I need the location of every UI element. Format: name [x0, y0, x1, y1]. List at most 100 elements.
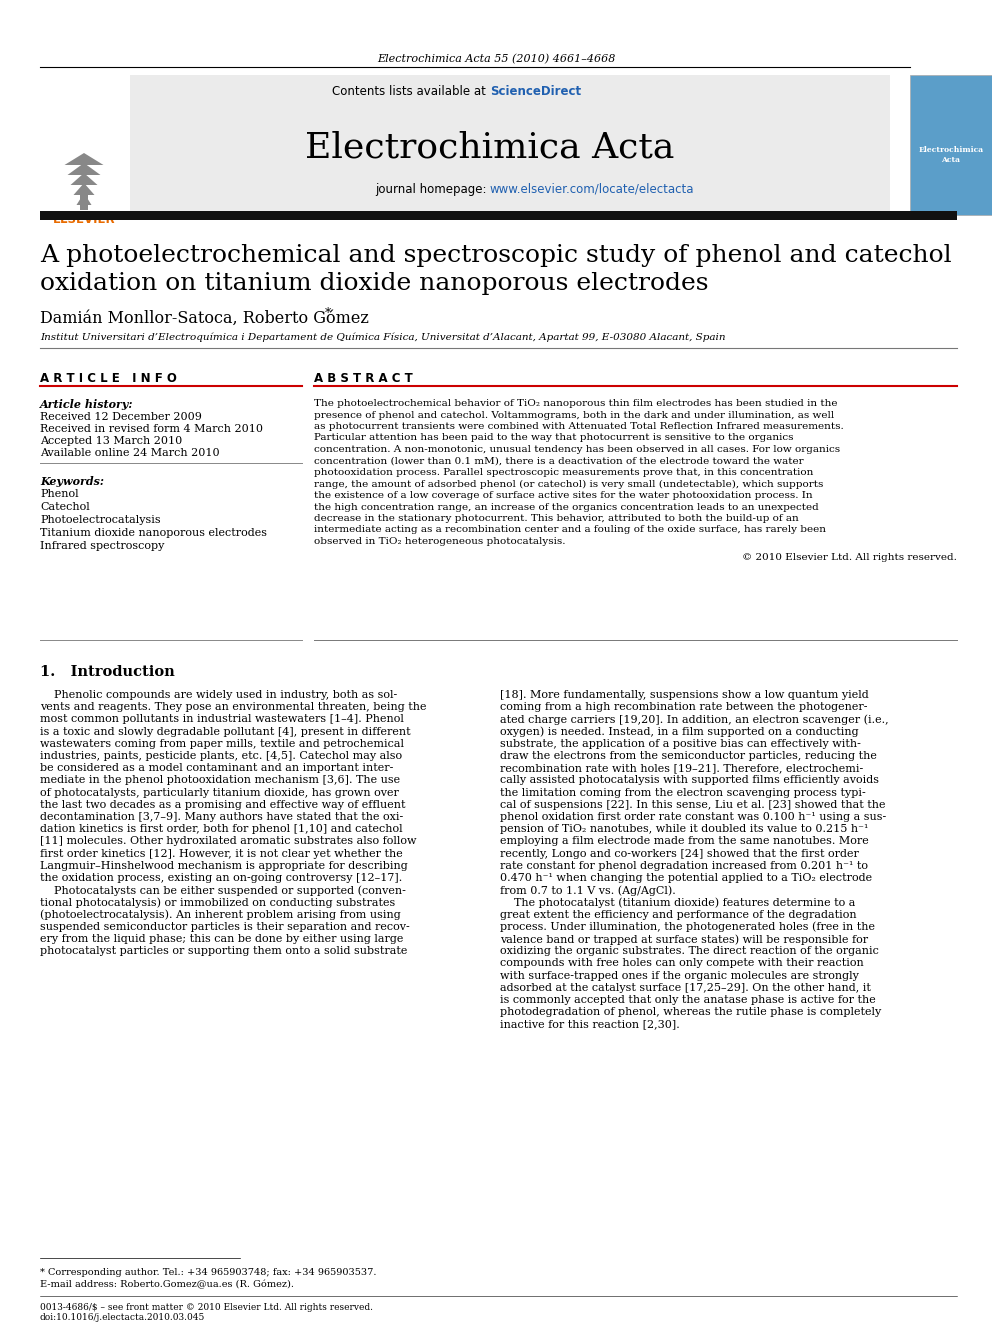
Text: rate constant for phenol degradation increased from 0.201 h⁻¹ to: rate constant for phenol degradation inc… — [500, 861, 868, 871]
Text: concentration (lower than 0.1 mM), there is a deactivation of the electrode towa: concentration (lower than 0.1 mM), there… — [314, 456, 804, 466]
Text: Institut Universitari d’Electroquímica i Departament de Química Física, Universi: Institut Universitari d’Electroquímica i… — [40, 332, 725, 341]
Text: [18]. More fundamentally, suspensions show a low quantum yield: [18]. More fundamentally, suspensions sh… — [500, 691, 869, 700]
Text: *: * — [325, 307, 331, 320]
Text: substrate, the application of a positive bias can effectively with-: substrate, the application of a positive… — [500, 738, 861, 749]
Text: Received 12 December 2009: Received 12 December 2009 — [40, 411, 202, 422]
Text: suspended semiconductor particles is their separation and recov-: suspended semiconductor particles is the… — [40, 922, 410, 931]
Polygon shape — [64, 153, 103, 165]
Text: Photocatalysts can be either suspended or supported (conven-: Photocatalysts can be either suspended o… — [40, 885, 406, 896]
Text: www.elsevier.com/locate/electacta: www.elsevier.com/locate/electacta — [490, 183, 694, 196]
Text: 0.470 h⁻¹ when changing the potential applied to a TiO₂ electrode: 0.470 h⁻¹ when changing the potential ap… — [500, 873, 872, 882]
Bar — [910, 75, 992, 216]
Text: the oxidation process, existing an on-going controversy [12–17].: the oxidation process, existing an on-go… — [40, 873, 402, 882]
Text: photodegradation of phenol, whereas the rutile phase is completely: photodegradation of phenol, whereas the … — [500, 1007, 881, 1017]
Polygon shape — [70, 173, 97, 185]
Text: Received in revised form 4 March 2010: Received in revised form 4 March 2010 — [40, 423, 263, 434]
Text: the last two decades as a promising and effective way of effluent: the last two decades as a promising and … — [40, 800, 406, 810]
Text: doi:10.1016/j.electacta.2010.03.045: doi:10.1016/j.electacta.2010.03.045 — [40, 1312, 205, 1322]
Text: with surface-trapped ones if the organic molecules are strongly: with surface-trapped ones if the organic… — [500, 971, 859, 980]
Text: most common pollutants in industrial wastewaters [1–4]. Phenol: most common pollutants in industrial was… — [40, 714, 404, 725]
Text: The photoelectrochemical behavior of TiO₂ nanoporous thin film electrodes has be: The photoelectrochemical behavior of TiO… — [314, 400, 837, 407]
Text: (photoelectrocatalysis). An inherent problem arising from using: (photoelectrocatalysis). An inherent pro… — [40, 910, 401, 921]
Text: be considered as a model contaminant and an important inter-: be considered as a model contaminant and… — [40, 763, 394, 773]
Text: ery from the liquid phase; this can be done by either using large: ery from the liquid phase; this can be d… — [40, 934, 404, 945]
Text: adsorbed at the catalyst surface [17,25–29]. On the other hand, it: adsorbed at the catalyst surface [17,25–… — [500, 983, 871, 992]
Text: recombination rate with holes [19–21]. Therefore, electrochemi-: recombination rate with holes [19–21]. T… — [500, 763, 863, 773]
Text: 0013-4686/$ – see front matter © 2010 Elsevier Ltd. All rights reserved.: 0013-4686/$ – see front matter © 2010 El… — [40, 1303, 373, 1312]
Text: cal of suspensions [22]. In this sense, Liu et al. [23] showed that the: cal of suspensions [22]. In this sense, … — [500, 800, 886, 810]
Bar — [40, 75, 128, 216]
Text: oxidation on titanium dioxide nanoporous electrodes: oxidation on titanium dioxide nanoporous… — [40, 273, 708, 295]
Bar — [130, 75, 890, 216]
Text: © 2010 Elsevier Ltd. All rights reserved.: © 2010 Elsevier Ltd. All rights reserved… — [742, 553, 957, 561]
Text: Accepted 13 March 2010: Accepted 13 March 2010 — [40, 437, 183, 446]
Text: Damián Monllor-Satoca, Roberto Gómez: Damián Monllor-Satoca, Roberto Gómez — [40, 310, 369, 327]
Text: photooxidation process. Parallel spectroscopic measurements prove that, in this : photooxidation process. Parallel spectro… — [314, 468, 813, 478]
Text: A photoelectrochemical and spectroscopic study of phenol and catechol: A photoelectrochemical and spectroscopic… — [40, 243, 951, 267]
Text: the existence of a low coverage of surface active sites for the water photooxida: the existence of a low coverage of surfa… — [314, 491, 812, 500]
Text: concentration. A non-monotonic, unusual tendency has been observed in all cases.: concentration. A non-monotonic, unusual … — [314, 445, 840, 454]
Text: oxygen) is needed. Instead, in a film supported on a conducting: oxygen) is needed. Instead, in a film su… — [500, 726, 859, 737]
Text: Phenol: Phenol — [40, 490, 78, 499]
Text: inactive for this reaction [2,30].: inactive for this reaction [2,30]. — [500, 1020, 680, 1029]
Text: observed in TiO₂ heterogeneous photocatalysis.: observed in TiO₂ heterogeneous photocata… — [314, 537, 565, 546]
Text: ELSEVIER: ELSEVIER — [53, 213, 115, 226]
Text: [11] molecules. Other hydroxilated aromatic substrates also follow: [11] molecules. Other hydroxilated aroma… — [40, 836, 417, 847]
Text: Electrochimica
Acta: Electrochimica Acta — [919, 146, 983, 164]
Text: Langmuir–Hinshelwood mechanism is appropriate for describing: Langmuir–Hinshelwood mechanism is approp… — [40, 861, 408, 871]
Text: Electrochimica Acta 55 (2010) 4661–4668: Electrochimica Acta 55 (2010) 4661–4668 — [377, 54, 615, 65]
Polygon shape — [73, 183, 94, 194]
Text: employing a film electrode made from the same nanotubes. More: employing a film electrode made from the… — [500, 836, 869, 847]
Text: Infrared spectroscopy: Infrared spectroscopy — [40, 541, 165, 550]
Text: 1.   Introduction: 1. Introduction — [40, 665, 175, 679]
Polygon shape — [76, 193, 91, 205]
Text: E-mail address: Roberto.Gomez@ua.es (R. Gómez).: E-mail address: Roberto.Gomez@ua.es (R. … — [40, 1279, 294, 1289]
Text: phenol oxidation first order rate constant was 0.100 h⁻¹ using a sus-: phenol oxidation first order rate consta… — [500, 812, 886, 822]
Text: Contents lists available at: Contents lists available at — [332, 85, 490, 98]
Text: pension of TiO₂ nanotubes, while it doubled its value to 0.215 h⁻¹: pension of TiO₂ nanotubes, while it doub… — [500, 824, 868, 835]
Text: range, the amount of adsorbed phenol (or catechol) is very small (undetectable),: range, the amount of adsorbed phenol (or… — [314, 479, 823, 488]
Text: A B S T R A C T: A B S T R A C T — [314, 372, 413, 385]
Text: presence of phenol and catechol. Voltammograms, both in the dark and under illum: presence of phenol and catechol. Voltamm… — [314, 410, 834, 419]
Text: the high concentration range, an increase of the organics concentration leads to: the high concentration range, an increas… — [314, 503, 818, 512]
Text: Titanium dioxide nanoporous electrodes: Titanium dioxide nanoporous electrodes — [40, 528, 267, 538]
Text: valence band or trapped at surface states) will be responsible for: valence band or trapped at surface state… — [500, 934, 868, 945]
Text: of photocatalysts, particularly titanium dioxide, has grown over: of photocatalysts, particularly titanium… — [40, 787, 399, 798]
Text: Keywords:: Keywords: — [40, 476, 104, 487]
Text: decrease in the stationary photocurrent. This behavior, attributed to both the b: decrease in the stationary photocurrent.… — [314, 515, 799, 523]
Text: * Corresponding author. Tel.: +34 965903748; fax: +34 965903537.: * Corresponding author. Tel.: +34 965903… — [40, 1267, 377, 1277]
Text: Particular attention has been paid to the way that photocurrent is sensitive to : Particular attention has been paid to th… — [314, 434, 794, 442]
Text: A R T I C L E   I N F O: A R T I C L E I N F O — [40, 372, 177, 385]
Text: wastewaters coming from paper mills, textile and petrochemical: wastewaters coming from paper mills, tex… — [40, 738, 404, 749]
Text: the limitation coming from the electron scavenging process typi-: the limitation coming from the electron … — [500, 787, 866, 798]
Text: great extent the efficiency and performance of the degradation: great extent the efficiency and performa… — [500, 910, 857, 919]
Text: from 0.7 to 1.1 V vs. (Ag/AgCl).: from 0.7 to 1.1 V vs. (Ag/AgCl). — [500, 885, 676, 896]
Text: mediate in the phenol photooxidation mechanism [3,6]. The use: mediate in the phenol photooxidation mec… — [40, 775, 400, 786]
Bar — [80, 194, 88, 210]
Text: Catechol: Catechol — [40, 501, 89, 512]
Polygon shape — [67, 163, 100, 175]
Text: ScienceDirect: ScienceDirect — [490, 85, 581, 98]
Text: vents and reagents. They pose an environmental threaten, being the: vents and reagents. They pose an environ… — [40, 703, 427, 712]
Text: photocatalyst particles or supporting them onto a solid substrate: photocatalyst particles or supporting th… — [40, 946, 408, 957]
Text: as photocurrent transients were combined with Attenuated Total Reflection Infrar: as photocurrent transients were combined… — [314, 422, 844, 431]
Text: Electrochimica Acta: Electrochimica Acta — [306, 130, 675, 164]
Text: first order kinetics [12]. However, it is not clear yet whether the: first order kinetics [12]. However, it i… — [40, 848, 403, 859]
Text: Phenolic compounds are widely used in industry, both as sol-: Phenolic compounds are widely used in in… — [40, 691, 397, 700]
Text: compounds with free holes can only compete with their reaction: compounds with free holes can only compe… — [500, 958, 864, 968]
Text: ated charge carriers [19,20]. In addition, an electron scavenger (i.e.,: ated charge carriers [19,20]. In additio… — [500, 714, 889, 725]
Text: Available online 24 March 2010: Available online 24 March 2010 — [40, 448, 219, 458]
Text: industries, paints, pesticide plants, etc. [4,5]. Catechol may also: industries, paints, pesticide plants, et… — [40, 751, 402, 761]
Text: is a toxic and slowly degradable pollutant [4], present in different: is a toxic and slowly degradable polluta… — [40, 726, 411, 737]
Bar — [40, 210, 957, 220]
Text: cally assisted photocatalysis with supported films efficiently avoids: cally assisted photocatalysis with suppo… — [500, 775, 879, 786]
Text: is commonly accepted that only the anatase phase is active for the: is commonly accepted that only the anata… — [500, 995, 876, 1005]
Text: journal homepage:: journal homepage: — [375, 183, 490, 196]
Text: tional photocatalysis) or immobilized on conducting substrates: tional photocatalysis) or immobilized on… — [40, 897, 395, 908]
Text: decontamination [3,7–9]. Many authors have stated that the oxi-: decontamination [3,7–9]. Many authors ha… — [40, 812, 404, 822]
Text: intermediate acting as a recombination center and a fouling of the oxide surface: intermediate acting as a recombination c… — [314, 525, 826, 534]
Text: Article history:: Article history: — [40, 400, 134, 410]
Text: draw the electrons from the semiconductor particles, reducing the: draw the electrons from the semiconducto… — [500, 751, 877, 761]
Text: Photoelectrocatalysis: Photoelectrocatalysis — [40, 515, 161, 525]
Text: dation kinetics is first order, both for phenol [1,10] and catechol: dation kinetics is first order, both for… — [40, 824, 403, 835]
